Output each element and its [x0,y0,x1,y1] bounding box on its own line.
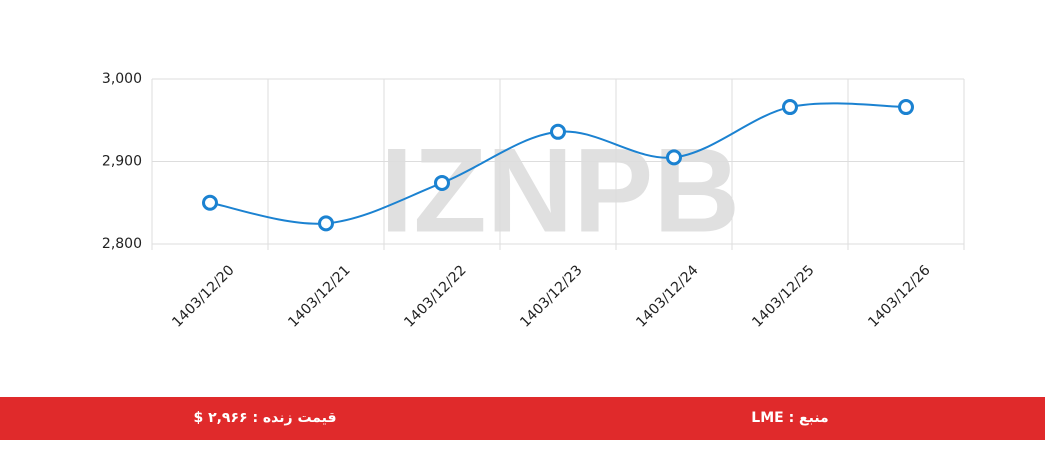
y-tick-label: 3,000 [102,71,142,87]
x-tick-label: 1403/12/23 [517,262,585,330]
point [434,174,450,191]
chart: IZNPB 2,800 2,900 3,000 1403/12/20 1403/12/21… [102,71,965,331]
x-tick-label: 1403/12/24 [633,262,701,330]
x-tick-label: 1403/12/21 [285,262,353,330]
point [550,123,566,140]
y-tick-label: 2,900 [102,154,142,170]
point [666,149,682,166]
point [202,194,218,211]
point [318,215,334,232]
footer-bar: قیمت زنده : ۲,۹۶۶ $ منبع : LME [0,397,1045,440]
watermark: IZNPB [380,124,740,258]
x-tick-label: 1403/12/20 [169,262,237,330]
x-tick-label: 1403/12/25 [749,262,817,330]
source: منبع : LME [751,410,829,426]
x-tick-label: 1403/12/26 [865,262,933,330]
x-tick-label: 1403/12/22 [401,262,469,330]
point [782,99,798,116]
live-price: قیمت زنده : ۲,۹۶۶ $ [193,410,337,426]
point [898,99,914,116]
y-tick-label: 2,800 [102,236,142,252]
